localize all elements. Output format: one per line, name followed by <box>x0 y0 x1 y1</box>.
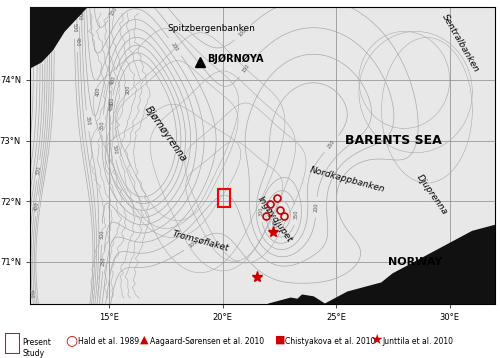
Text: 300: 300 <box>99 229 104 239</box>
Text: 400: 400 <box>268 219 278 229</box>
Text: Tromsøflaket: Tromsøflaket <box>171 229 230 252</box>
Text: 300: 300 <box>35 165 42 175</box>
Text: ★: ★ <box>370 333 382 347</box>
Text: ▲: ▲ <box>140 335 148 345</box>
Text: Spitzbergenbanken: Spitzbergenbanken <box>168 24 256 33</box>
Text: Ingøydjupet: Ingøydjupet <box>256 195 294 244</box>
Text: 400: 400 <box>96 87 101 96</box>
Text: 250: 250 <box>100 256 106 266</box>
Text: Study: Study <box>22 349 44 358</box>
Text: BJØRNØYA: BJØRNØYA <box>207 54 264 64</box>
Polygon shape <box>268 295 325 304</box>
Polygon shape <box>30 7 86 68</box>
Text: 100: 100 <box>31 9 36 18</box>
Text: Present: Present <box>22 338 52 347</box>
Text: Chistyakova et al. 2010: Chistyakova et al. 2010 <box>285 337 376 347</box>
Text: Nordkappbanken: Nordkappbanken <box>309 166 386 194</box>
Text: BARENTS SEA: BARENTS SEA <box>344 134 442 147</box>
Text: 500: 500 <box>52 35 57 45</box>
Text: Sentralbanken: Sentralbanken <box>440 13 482 74</box>
Text: Djuprenna: Djuprenna <box>414 173 448 217</box>
Text: 300: 300 <box>28 289 34 299</box>
Text: 450: 450 <box>74 37 80 46</box>
Text: 500: 500 <box>72 23 77 33</box>
Text: 300: 300 <box>258 207 264 217</box>
Text: ○: ○ <box>65 333 77 347</box>
Text: Aagaard-Sørensen et al. 2010: Aagaard-Sørensen et al. 2010 <box>150 337 264 347</box>
Text: 100: 100 <box>188 239 199 248</box>
Text: 150: 150 <box>35 22 40 31</box>
Text: 300: 300 <box>110 97 114 106</box>
Text: 450: 450 <box>108 101 114 111</box>
Text: Bjørnøyrenna: Bjørnøyrenna <box>143 105 189 164</box>
Text: 200: 200 <box>170 42 179 52</box>
Text: 100: 100 <box>238 28 248 38</box>
Text: 200: 200 <box>126 84 130 93</box>
Text: 150: 150 <box>110 6 118 16</box>
Text: 400: 400 <box>76 11 82 21</box>
Text: 200: 200 <box>38 35 43 45</box>
Text: 400: 400 <box>34 201 40 211</box>
Text: 450: 450 <box>50 22 54 31</box>
Bar <box>218 189 230 207</box>
Text: NORWAY: NORWAY <box>388 257 443 267</box>
Text: 250: 250 <box>40 49 45 58</box>
Text: 400: 400 <box>110 75 116 86</box>
Text: 500: 500 <box>111 144 117 154</box>
Text: 350: 350 <box>294 210 298 219</box>
Text: 350: 350 <box>100 120 105 130</box>
Text: Junttila et al. 2010: Junttila et al. 2010 <box>382 337 454 347</box>
Text: 250: 250 <box>326 139 336 149</box>
Text: Hald et al. 1989: Hald et al. 1989 <box>78 337 138 347</box>
Text: 350: 350 <box>84 116 90 126</box>
Text: 150: 150 <box>242 63 251 74</box>
Polygon shape <box>325 226 495 304</box>
Text: 350: 350 <box>45 9 50 18</box>
Text: ■: ■ <box>275 335 285 345</box>
Text: 200: 200 <box>314 202 319 212</box>
